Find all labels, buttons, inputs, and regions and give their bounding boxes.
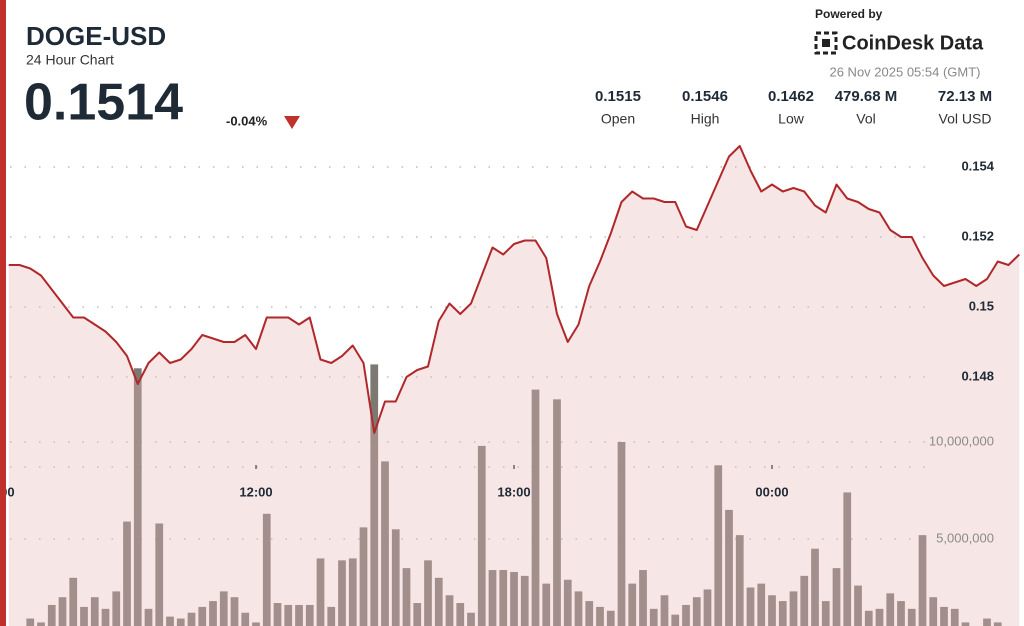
stats: 0.1515 Open 0.1546 High 0.1462 Low 479.68 M Vol… <box>595 88 992 127</box>
stat-value: 479.68 M <box>835 88 898 105</box>
axes: 0.1480.150.1520.1545,000,00010,000,00006… <box>0 158 995 545</box>
stat-value: 72.13 M <box>938 88 992 105</box>
y2-tick-label: 5,000,000 <box>936 530 994 545</box>
y-tick-label: 0.148 <box>961 368 994 383</box>
price-area <box>8 146 1020 626</box>
down-arrow <box>284 116 300 129</box>
stat-label: Vol USD <box>939 111 992 127</box>
powered-by: Powered by <box>815 7 883 21</box>
stat-value: 0.1546 <box>682 88 728 105</box>
y-tick-label: 0.152 <box>961 228 994 243</box>
price-change: -0.04% <box>226 113 268 128</box>
stat-label: Vol <box>856 111 875 127</box>
brand-logo <box>814 31 838 55</box>
x-tick-label: 00:00 <box>755 484 788 499</box>
y-tick-label: 0.154 <box>961 158 994 173</box>
y2-tick-label: 10,000,000 <box>929 433 994 448</box>
y-tick-label: 0.15 <box>969 298 994 313</box>
stat-value: 0.1462 <box>768 88 814 105</box>
subtitle: 24 Hour Chart <box>26 52 114 68</box>
current-price: 0.1514 <box>24 74 183 132</box>
stat-label: Low <box>778 111 805 127</box>
price-series <box>8 145 1020 626</box>
stat-label: Open <box>601 111 635 127</box>
price-line <box>8 145 1020 434</box>
brand-name: CoinDesk Data <box>842 32 984 54</box>
timestamp: 26 Nov 2025 05:54 (GMT) <box>829 64 980 79</box>
stat-label: High <box>691 111 720 127</box>
accent-strip <box>0 0 6 626</box>
ticker-title: DOGE-USD <box>26 21 166 51</box>
x-tick-label: 18:00 <box>497 484 530 499</box>
header: DOGE-USD 24 Hour Chart 0.1514 -0.04% Pow… <box>24 7 984 132</box>
x-tick-label: 12:00 <box>239 484 272 499</box>
stat-value: 0.1515 <box>595 88 641 105</box>
